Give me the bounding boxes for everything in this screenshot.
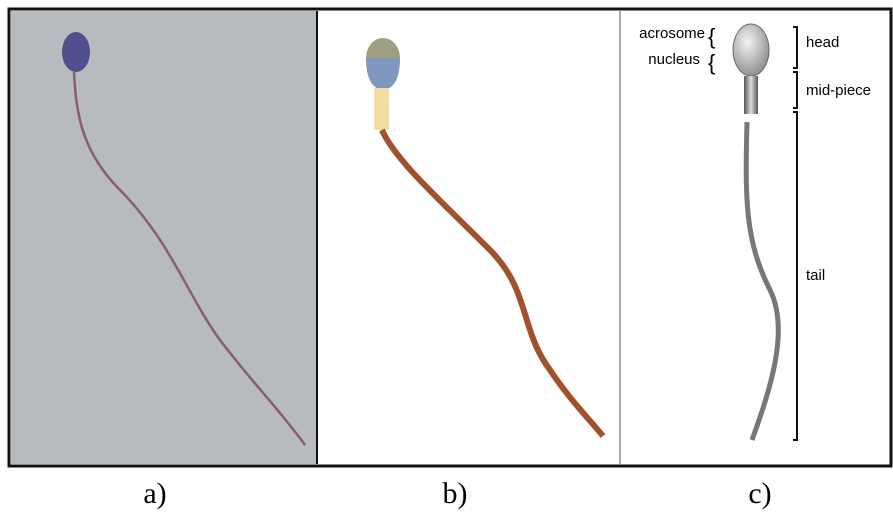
label-nucleus: nucleus [648, 51, 700, 68]
label-midpiece: mid-piece [806, 82, 871, 99]
brace: { [708, 24, 715, 49]
photo-tail [72, 71, 307, 446]
seg-nucleus [366, 58, 400, 90]
photo-head [62, 32, 90, 72]
label-head: head [806, 34, 839, 51]
seg-midpiece [374, 88, 389, 130]
bracket [793, 26, 798, 441]
seg-acrosome [366, 38, 400, 58]
caption: c) [748, 477, 771, 510]
seg-tail [379, 128, 606, 438]
label-acrosome: acrosome [639, 25, 705, 42]
caption: b) [443, 477, 468, 510]
model-midpiece [744, 76, 758, 114]
model-tail [743, 121, 781, 441]
brace: { [708, 50, 715, 75]
label-tail: tail [806, 267, 825, 284]
photo-panel [11, 11, 316, 464]
caption: a) [143, 477, 166, 510]
model-head [732, 23, 770, 77]
